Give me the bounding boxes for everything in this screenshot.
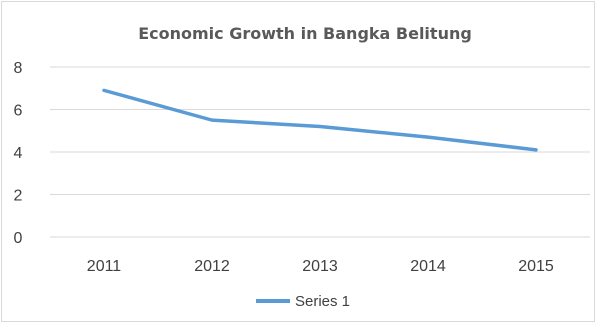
data-point <box>318 125 322 128</box>
x-tick-label: 2013 <box>302 258 338 275</box>
x-tick-label: 2012 <box>194 258 230 275</box>
y-axis-ticks: 0 2 4 6 8 <box>14 60 23 247</box>
x-tick-label: 2011 <box>87 258 122 275</box>
grid-lines <box>50 66 590 238</box>
data-point <box>426 135 430 139</box>
y-tick-label: 6 <box>14 103 23 120</box>
series-line-1 <box>102 88 538 152</box>
y-tick-label: 2 <box>14 188 23 205</box>
data-point <box>534 148 538 152</box>
x-tick-label: 2014 <box>410 258 446 275</box>
y-tick-label: 0 <box>14 230 23 247</box>
series-layer <box>102 88 538 152</box>
legend: Series 1 <box>256 293 350 310</box>
data-point <box>210 118 214 122</box>
x-axis-ticks: 2011 2012 2013 2014 2015 <box>87 258 554 275</box>
y-tick-label: 4 <box>14 145 23 162</box>
legend-label-series-1: Series 1 <box>295 293 350 310</box>
chart-title: Economic Growth in Bangka Belitung <box>138 24 472 43</box>
x-tick-label: 2015 <box>518 258 554 275</box>
data-point <box>102 88 106 92</box>
y-tick-label: 8 <box>14 60 23 77</box>
